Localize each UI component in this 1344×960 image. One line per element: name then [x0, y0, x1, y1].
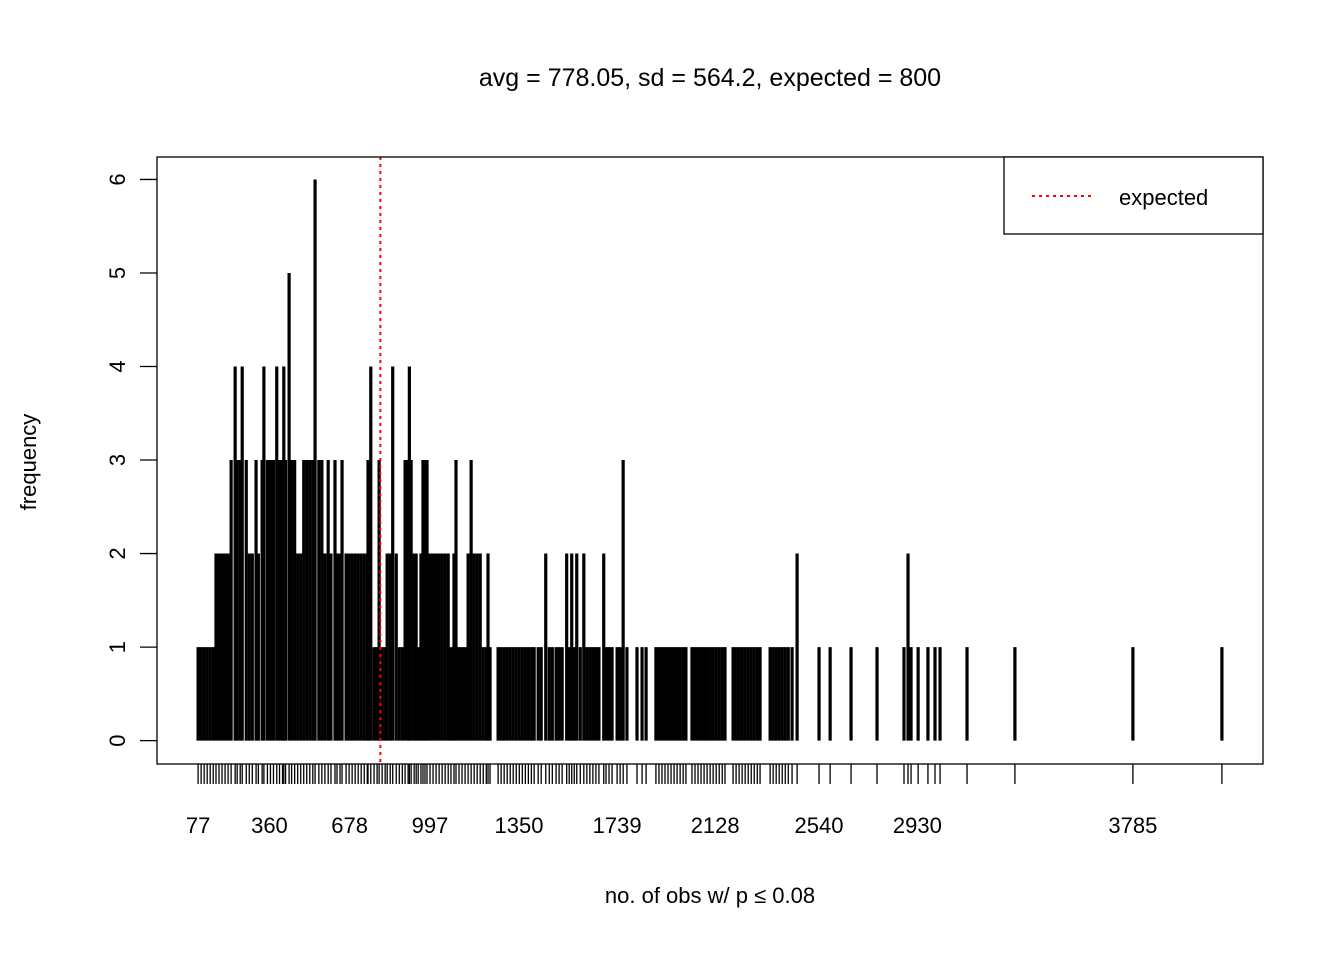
legend-expected-label: expected — [1119, 185, 1208, 210]
legend: expected — [1003, 156, 1264, 235]
y-tick-label: 2 — [105, 547, 130, 559]
x-tick-label: 77 — [186, 813, 210, 838]
y-tick-label: 5 — [105, 267, 130, 279]
x-tick-label: 2128 — [691, 813, 740, 838]
x-axis: 77 360 678 997 1350 1739 2128 2540 2930 3785 — [186, 813, 1158, 838]
bars — [196, 179, 1224, 741]
y-axis: 0 1 2 3 4 5 6 — [105, 173, 157, 747]
chart-title: avg = 778.05, sd = 564.2, expected = 800 — [479, 64, 941, 92]
x-tick-label: 360 — [251, 813, 288, 838]
x-tick-label: 2540 — [795, 813, 844, 838]
y-tick-label: 1 — [105, 641, 130, 653]
x-tick-label: 2930 — [893, 813, 942, 838]
y-tick-label: 3 — [105, 454, 130, 466]
y-tick-label: 4 — [105, 360, 130, 372]
x-axis-label: no. of obs w/ p ≤ 0.08 — [605, 883, 815, 908]
x-tick-label: 1350 — [495, 813, 544, 838]
y-tick-label: 0 — [105, 734, 130, 746]
y-tick-label: 6 — [105, 173, 130, 185]
x-tick-label: 1739 — [593, 813, 642, 838]
x-tick-label: 678 — [331, 813, 368, 838]
legend-box — [1003, 156, 1264, 235]
rug-ticks — [197, 764, 1223, 784]
y-axis-label: frequency — [16, 414, 41, 511]
x-tick-label: 997 — [412, 813, 449, 838]
x-tick-label: 3785 — [1108, 813, 1157, 838]
